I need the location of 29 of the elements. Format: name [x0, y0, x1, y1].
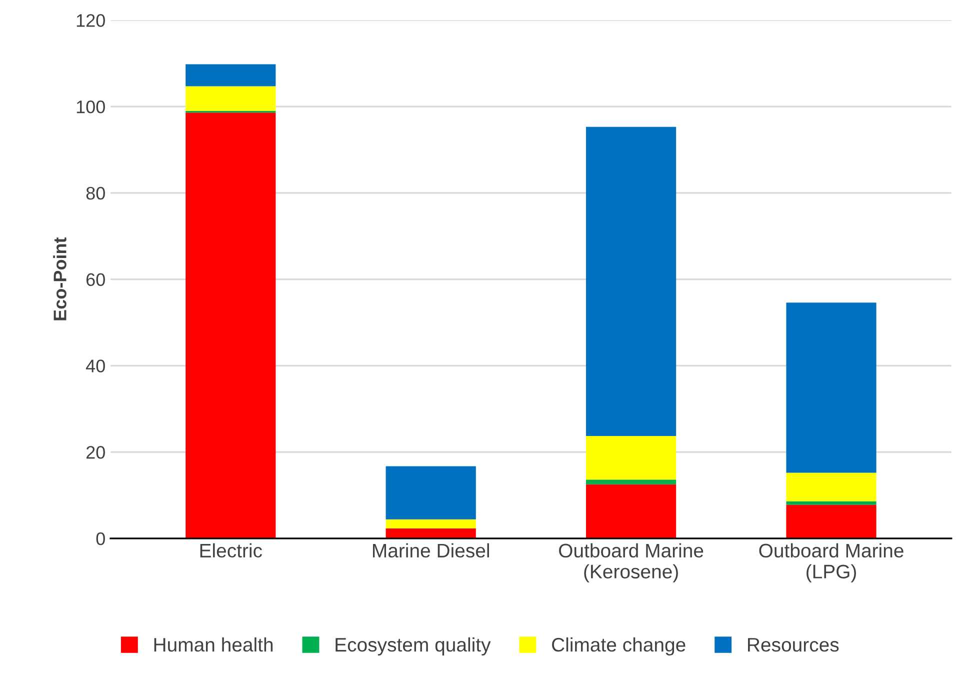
y-tick-label: 80: [86, 186, 105, 200]
x-tick-label: Electric: [200, 543, 262, 558]
x-tick-label: Outboard Marine (LPG): [759, 543, 904, 582]
bar: [786, 504, 876, 538]
bar: [386, 519, 476, 528]
bar: [786, 302, 876, 473]
x-tick-label: Outboard Marine (Kerosene): [559, 543, 704, 582]
legend-label: Resources: [748, 638, 839, 652]
bar: [586, 126, 676, 436]
bar: [586, 480, 676, 484]
y-tick-label: 40: [86, 360, 105, 372]
y-tick-label: 20: [86, 446, 105, 459]
bar: [186, 112, 276, 538]
legend-label: Climate change: [552, 637, 686, 656]
y-axis-title: Eco-Point: [53, 237, 66, 320]
bar: [786, 472, 876, 502]
legend-label: Ecosystem quality: [336, 637, 491, 656]
y-tick-label: 100: [76, 100, 105, 114]
legend-label: Human health: [154, 637, 273, 652]
bar: [586, 436, 676, 480]
bar: [186, 86, 276, 111]
bar: [586, 484, 676, 538]
y-tick-label: 60: [86, 273, 105, 286]
x-tick-label: Marine Diesel: [373, 543, 489, 558]
bar: [386, 466, 476, 520]
y-tick-label: 120: [76, 14, 105, 27]
bar: [386, 528, 476, 538]
bar: [186, 64, 276, 86]
y-tick-label: 0: [96, 532, 105, 546]
